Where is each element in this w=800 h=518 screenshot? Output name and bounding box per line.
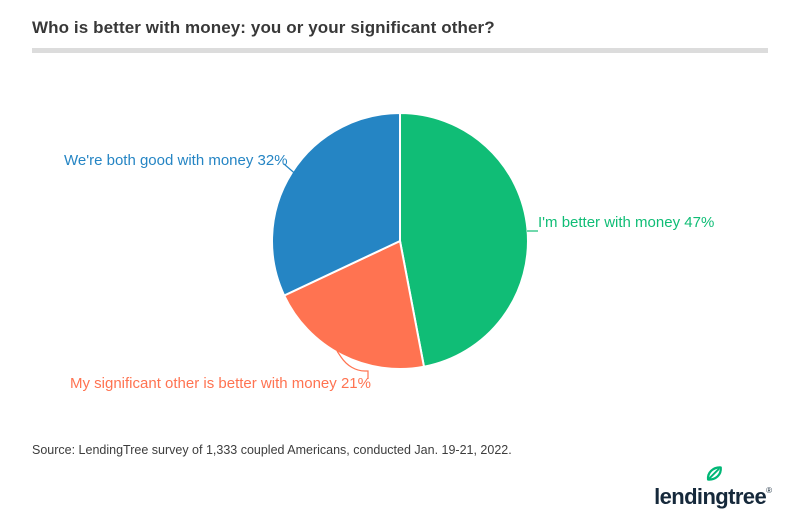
label-value: 32% <box>257 152 288 169</box>
leader-line-significant-other <box>336 350 369 379</box>
label-significant-other: My significant other is better with mone… <box>70 376 371 392</box>
label-text: My significant other is better with mone… <box>70 375 337 392</box>
label-im-better: I'm better with money 47% <box>538 215 714 231</box>
page-title: Who is better with money: you or your si… <box>32 18 495 37</box>
pie-slice-im-better[interactable] <box>399 111 529 368</box>
lendingtree-logo: lendingtree® <box>654 466 772 509</box>
label-value: 47% <box>684 214 715 231</box>
logo-wordmark: lendingtree <box>654 484 767 509</box>
leaf-icon <box>707 466 722 481</box>
leader-line-both-good <box>283 163 300 178</box>
label-text: I'm better with money <box>538 214 681 231</box>
label-both-good: We're both good with money 32% <box>64 153 288 169</box>
source-note: Source: LendingTree survey of 1,333 coup… <box>32 443 512 457</box>
label-value: 21% <box>340 375 371 392</box>
pie-slice-significant-other[interactable] <box>282 239 426 370</box>
registered-mark: ® <box>766 486 772 495</box>
title-divider <box>32 48 768 53</box>
label-text: We're both good with money <box>64 152 254 169</box>
pie-slice-both-good[interactable] <box>271 111 401 297</box>
